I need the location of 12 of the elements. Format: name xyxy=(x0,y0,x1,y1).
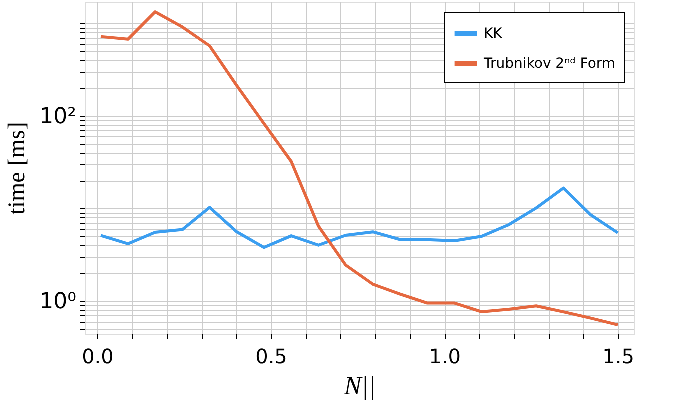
y-axis-title: time [ms] xyxy=(4,122,31,215)
line-series xyxy=(99,10,620,327)
legend-label: KK xyxy=(484,26,504,42)
x-tick-label: 0.5 xyxy=(256,344,288,368)
y-tick-label: 10⁰ xyxy=(40,290,77,314)
x-axis-title: N|| xyxy=(343,372,376,400)
y-tick-label: 10² xyxy=(40,104,76,130)
x-tick-label: 0.0 xyxy=(82,344,114,368)
legend-label: Trubnikov 2ⁿᵈ Form xyxy=(483,56,616,72)
x-tick-label: 1.5 xyxy=(602,344,634,368)
line-series xyxy=(99,186,620,250)
x-tick-label: 1.0 xyxy=(429,344,461,368)
